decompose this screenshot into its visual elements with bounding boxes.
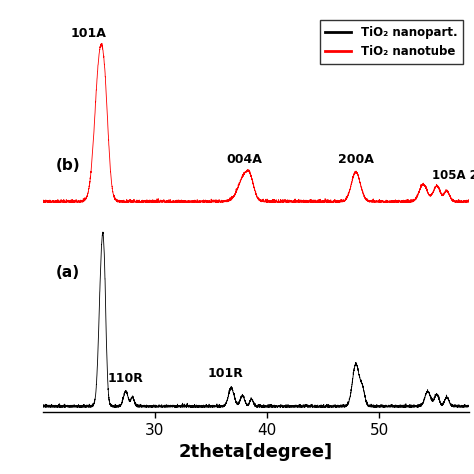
Text: 101R: 101R [208, 367, 244, 381]
X-axis label: 2theta[degree]: 2theta[degree] [179, 443, 333, 461]
Legend: TiO₂ nanopart., TiO₂ nanotube: TiO₂ nanopart., TiO₂ nanotube [319, 20, 464, 64]
Text: 110R: 110R [108, 372, 144, 385]
Text: 101A: 101A [71, 27, 107, 40]
Text: 004A: 004A [227, 153, 263, 166]
Text: 200A: 200A [338, 153, 374, 165]
Text: (b): (b) [55, 158, 80, 173]
Text: 105A 21: 105A 21 [432, 169, 474, 182]
Text: (a): (a) [55, 265, 80, 280]
